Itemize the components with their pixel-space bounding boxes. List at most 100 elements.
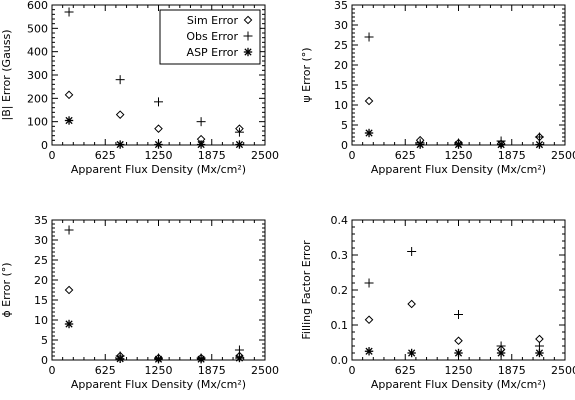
data-point xyxy=(64,319,74,329)
y-tick-label: 5 xyxy=(41,334,48,347)
data-point xyxy=(154,124,163,133)
data-point xyxy=(415,140,425,149)
chart-panel-4: 0 625 1250 1875 2500 0.0 0.1 0.2 0.3 0.4 Apparent … xyxy=(300,214,575,391)
data-point xyxy=(496,140,506,149)
data-point xyxy=(364,128,374,138)
legend-marker xyxy=(243,31,253,41)
x-tick-label: 1250 xyxy=(445,149,473,162)
x-tick-label: 1875 xyxy=(498,364,526,377)
ast-d2 xyxy=(197,355,205,363)
ast-d2 xyxy=(497,140,505,149)
x-tick-label: 0 xyxy=(49,149,56,162)
x-tick-label: 1250 xyxy=(145,364,173,377)
ast-d2 xyxy=(154,355,163,363)
y-tick-label: 20 xyxy=(334,59,348,72)
data-point xyxy=(154,140,163,149)
plot-frame xyxy=(351,219,566,361)
plot-frame xyxy=(351,4,566,146)
x-tick-label: 2500 xyxy=(551,149,575,162)
legend-marker xyxy=(243,47,253,57)
x-tick-label: 1875 xyxy=(498,149,526,162)
x-axis-title: Apparent Flux Density (Mx/cm²) xyxy=(371,163,546,176)
diamond-marker xyxy=(364,315,374,325)
legend-label: Sim Error xyxy=(187,14,239,27)
x-tick-label: 1250 xyxy=(445,364,473,377)
y-tick-label: 200 xyxy=(27,92,48,105)
data-point xyxy=(496,348,506,358)
data-point xyxy=(196,117,206,127)
x-axis-title: Apparent Flux Density (Mx/cm²) xyxy=(71,378,246,391)
data-point xyxy=(454,348,463,358)
y-tick-label: 100 xyxy=(27,116,48,129)
data-point xyxy=(234,127,244,137)
data-point xyxy=(407,247,417,256)
y-tick-label: 0.4 xyxy=(331,214,349,227)
ast-d2 xyxy=(65,116,73,125)
data-point xyxy=(364,347,374,356)
y-tick-label: 35 xyxy=(334,0,348,12)
ast-d2 xyxy=(154,140,163,149)
y-tick-label: 0 xyxy=(341,139,348,152)
series-diamond xyxy=(64,90,244,144)
data-point xyxy=(534,132,544,142)
data-point xyxy=(115,354,125,363)
x-tick-label: 625 xyxy=(395,149,416,162)
series-asterisk xyxy=(64,319,244,364)
chart-panel-3: 0 625 1250 1875 2500 0 5 10 15 20 25 30 35 Apparent F… xyxy=(0,214,279,391)
x-tick-label: 0 xyxy=(49,364,56,377)
ast-d2 xyxy=(197,140,205,149)
data-point xyxy=(454,310,463,319)
series-plus xyxy=(64,225,244,363)
ast-d2 xyxy=(416,140,424,149)
y-tick-label: 5 xyxy=(341,119,348,132)
diamond-marker xyxy=(454,336,463,346)
data-point xyxy=(234,345,244,355)
data-point xyxy=(196,140,206,149)
data-point xyxy=(64,285,74,295)
diamond-marker xyxy=(407,299,416,309)
legend-box xyxy=(159,9,261,65)
ast-d2 xyxy=(365,347,373,355)
series-asterisk xyxy=(364,347,544,358)
y-tick-label: 35 xyxy=(34,214,48,227)
y-tick-label: 25 xyxy=(34,254,48,267)
data-point xyxy=(235,140,244,149)
x-tick-label: 2500 xyxy=(251,149,279,162)
ast-d2 xyxy=(535,140,544,149)
legend: Sim Error Obs Error ASP Error xyxy=(159,9,261,65)
series-diamond xyxy=(364,96,544,149)
ast-d2 xyxy=(244,48,252,56)
data-point xyxy=(196,355,206,364)
y-tick-label: 20 xyxy=(34,274,48,287)
ast-d2 xyxy=(116,355,124,363)
series-plus xyxy=(64,7,244,137)
y-axis-title: ϕ Error (°) xyxy=(0,262,13,317)
data-point xyxy=(454,336,463,346)
data-point xyxy=(535,348,544,358)
y-tick-label: 15 xyxy=(34,294,48,307)
data-point xyxy=(64,7,74,17)
legend-label: ASP Error xyxy=(187,46,239,59)
ast-d2 xyxy=(408,349,416,357)
y-tick-label: 0.2 xyxy=(331,284,349,297)
y-tick-label: 0 xyxy=(41,139,48,152)
data-point xyxy=(407,299,416,309)
data-point xyxy=(407,348,416,358)
x-tick-label: 625 xyxy=(95,149,116,162)
data-point xyxy=(235,353,244,363)
y-tick-label: 300 xyxy=(27,69,48,82)
data-point xyxy=(364,32,374,42)
y-tick-label: 30 xyxy=(34,234,48,247)
data-point xyxy=(364,96,374,106)
legend-marker xyxy=(243,15,253,25)
plot-frame xyxy=(51,219,266,361)
data-point xyxy=(454,140,463,149)
ast-d2 xyxy=(454,349,463,357)
ast-d2 xyxy=(535,349,544,357)
y-tick-label: 400 xyxy=(27,46,48,59)
diamond-marker xyxy=(243,15,253,25)
data-point xyxy=(64,90,74,100)
chart-panel-2: 0 625 1250 1875 2500 0 5 10 15 20 25 30 35 Apparent F… xyxy=(300,0,575,176)
x-tick-label: 625 xyxy=(95,364,116,377)
ast-d2 xyxy=(65,320,73,328)
